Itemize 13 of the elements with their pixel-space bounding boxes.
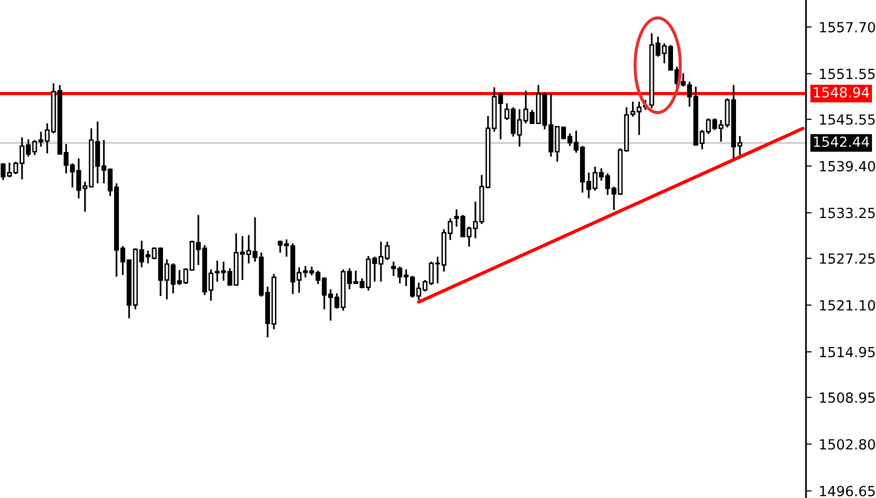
y-tick-label: 1508.95: [820, 392, 875, 403]
y-tick-label: 1557.70: [820, 22, 876, 32]
y-tick-label: 1539.40: [820, 160, 876, 172]
y-tick-label: 1545.55: [820, 114, 875, 125]
ref-line-label: 1548.94: [814, 87, 870, 98]
ref-line-label: 1542.44: [814, 136, 870, 147]
y-tick-label: 1527.25: [820, 253, 875, 264]
y-tick-label: 1496.65: [820, 486, 875, 496]
y-tick-label: 1521.10: [820, 300, 876, 311]
y-tick-label: 1551.55: [820, 68, 875, 80]
y-tick-label: 1502.80: [820, 439, 876, 450]
y-tick-label: 1533.25: [820, 208, 875, 218]
y-tick-label: 1514.95: [820, 346, 875, 358]
